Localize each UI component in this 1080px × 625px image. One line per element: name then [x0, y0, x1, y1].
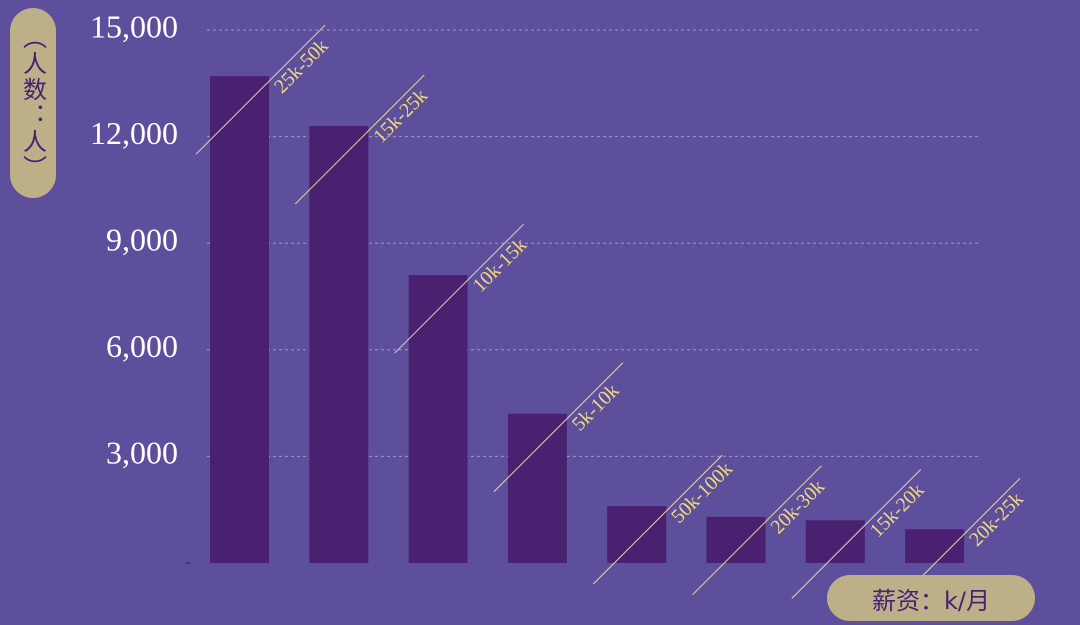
leader-line [493, 362, 624, 493]
y-axis-label: （人数：人） [10, 8, 56, 198]
bar [309, 125, 369, 563]
bar [210, 76, 269, 564]
bar [607, 506, 667, 563]
bar [507, 413, 567, 563]
bar [805, 520, 865, 563]
leader-line [394, 223, 524, 354]
leader-line [791, 469, 922, 599]
category-label: 25k-50k [270, 35, 333, 98]
bar [905, 529, 965, 563]
bar [706, 516, 766, 563]
bar [408, 275, 468, 563]
y-tick-label: 12,000 [90, 115, 178, 151]
category-label: 15k-25k [369, 85, 432, 148]
leader-line [294, 74, 425, 205]
leader-line [692, 465, 822, 596]
category-label: 20k-25k [965, 488, 1028, 551]
leader-line [195, 24, 326, 155]
y-tick-label: 3,000 [106, 435, 178, 471]
x-axis-label: 薪资：k/月 [827, 575, 1035, 621]
y-tick-label: 15,000 [90, 8, 178, 44]
category-label: 5k-10k [568, 380, 624, 436]
y-tick-label: 6,000 [106, 328, 178, 364]
y-tick-label: 9,000 [106, 222, 178, 258]
leader-line [592, 454, 723, 585]
